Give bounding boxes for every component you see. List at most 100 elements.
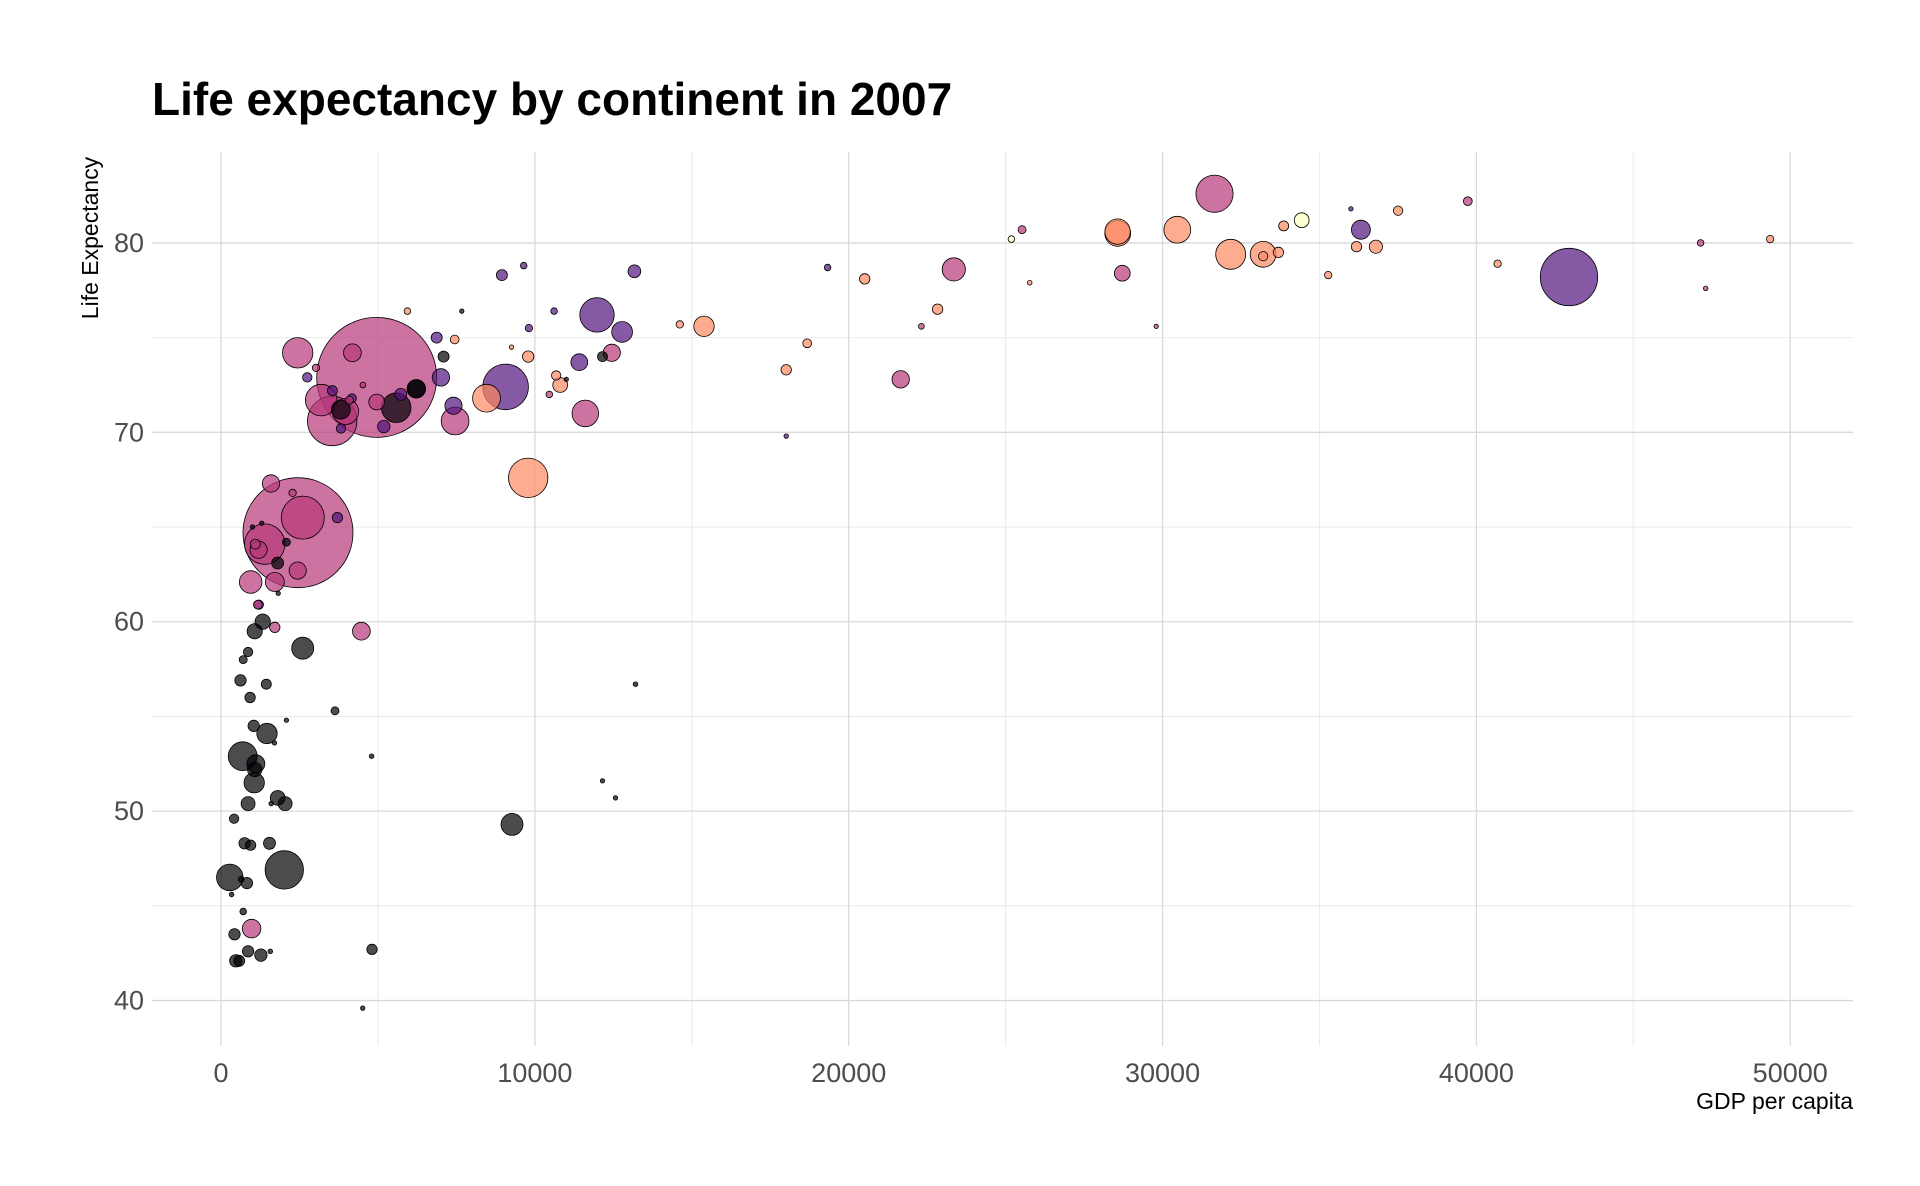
bubble-africa [259, 520, 265, 526]
bubble-africa [330, 706, 340, 716]
bubble-africa [366, 943, 378, 956]
bubble-europe [675, 320, 684, 329]
bubble-europe [1026, 280, 1033, 286]
bubble-africa [271, 740, 278, 746]
bubble-africa [239, 907, 247, 916]
bubble-europe [1368, 239, 1383, 254]
bubble-europe [802, 338, 812, 349]
grid [152, 152, 1853, 1046]
bubble-asia [571, 399, 600, 428]
bubble-africa [360, 1005, 366, 1011]
bubble-asia [280, 495, 325, 540]
bubble-asia [1153, 323, 1159, 329]
bubble-africa [234, 674, 247, 687]
bubble-americas [570, 353, 589, 372]
bubble-africa [500, 813, 524, 836]
bubble-africa [268, 800, 274, 807]
bubble-americas [430, 331, 443, 344]
bubble-americas [524, 323, 534, 333]
bubble-asia [1463, 196, 1473, 207]
bubble-africa [246, 623, 263, 640]
bubble-africa [291, 636, 315, 660]
bubble-asia [1696, 239, 1705, 247]
bubble-europe [1258, 251, 1269, 262]
bubble-asia [261, 474, 281, 493]
bubble-africa [271, 556, 285, 570]
bubble-americas [550, 307, 558, 315]
bubble-europe [1104, 218, 1131, 245]
x-tick-label: 0 [214, 1058, 229, 1088]
bubble-europe [1163, 215, 1192, 244]
bubble-americas [611, 321, 633, 343]
bubble-americas [495, 269, 508, 282]
bubble-americas [579, 297, 615, 333]
bubble-europe [522, 350, 535, 363]
bubble-europe [1493, 259, 1502, 268]
bubble-africa [632, 681, 639, 687]
bubble-asia [359, 381, 367, 389]
bubble-americas [1539, 247, 1599, 307]
bubble-asia [344, 395, 354, 405]
x-tick-label: 40000 [1439, 1058, 1514, 1088]
bubble-africa [599, 778, 606, 784]
bubble-americas [783, 433, 789, 439]
bubble-americas [326, 385, 338, 397]
bubble-africa [260, 678, 272, 690]
bubble-africa [437, 350, 450, 363]
bubble-africa [612, 795, 619, 801]
bubble-oceania [1007, 235, 1016, 243]
x-tick-label: 30000 [1125, 1058, 1200, 1088]
y-tick-label: 50 [114, 796, 144, 826]
bubble-europe [1350, 241, 1363, 253]
bubble-asia [1195, 174, 1234, 213]
bubble-asia [269, 621, 281, 634]
bubble-africa [263, 836, 276, 850]
bubble-europe [551, 370, 562, 381]
bubble-africa [597, 351, 608, 363]
bubble-americas [444, 396, 463, 415]
bubble-africa [368, 753, 375, 759]
bubble-africa [228, 928, 241, 941]
bubble-americas [823, 263, 832, 272]
bubble-asia [918, 322, 925, 330]
bubble-africa [228, 891, 235, 898]
bubble-africa [277, 796, 293, 811]
bubble-africa [267, 948, 273, 954]
bubble-americas [331, 511, 343, 524]
bubble-africa [240, 796, 256, 811]
bubble-africa [244, 691, 256, 704]
bubble-africa [563, 376, 569, 382]
y-tick-label: 60 [114, 607, 144, 637]
x-tick-label: 20000 [811, 1058, 886, 1088]
data-points [216, 174, 1775, 1011]
tick-labels: 0 10000 20000 30000 40000 50000 40 50 60 70 80 [114, 228, 1828, 1088]
bubble-asia [368, 393, 386, 411]
bubble-africa [254, 948, 268, 962]
bubble-europe [859, 273, 871, 285]
bubble-africa [245, 839, 257, 851]
bubble-europe [1766, 235, 1775, 244]
bubble-africa [407, 379, 426, 398]
bubble-asia [1114, 264, 1131, 282]
bubble-asia [311, 363, 321, 372]
bubble-europe [1272, 246, 1285, 258]
bubble-africa [242, 945, 255, 958]
bubble-asia [288, 561, 307, 580]
bubble-americas [335, 423, 347, 434]
bubble-asia [264, 572, 285, 592]
chart-title: Life expectancy by continent in 2007 [152, 73, 952, 125]
bubble-asia [253, 599, 263, 610]
bubble-asia [545, 390, 553, 399]
bubble-africa [264, 850, 304, 890]
bubble-asia [941, 257, 966, 282]
x-axis-title: GDP per capita [1696, 1088, 1853, 1114]
bubble-americas [520, 261, 528, 270]
bubble-europe [449, 334, 460, 345]
bubble-europe [693, 315, 715, 337]
bubble-europe [1215, 238, 1247, 270]
y-tick-label: 40 [114, 986, 144, 1016]
bubble-africa [233, 954, 246, 967]
bubble-europe [1278, 220, 1290, 232]
bubble-africa [275, 590, 281, 596]
